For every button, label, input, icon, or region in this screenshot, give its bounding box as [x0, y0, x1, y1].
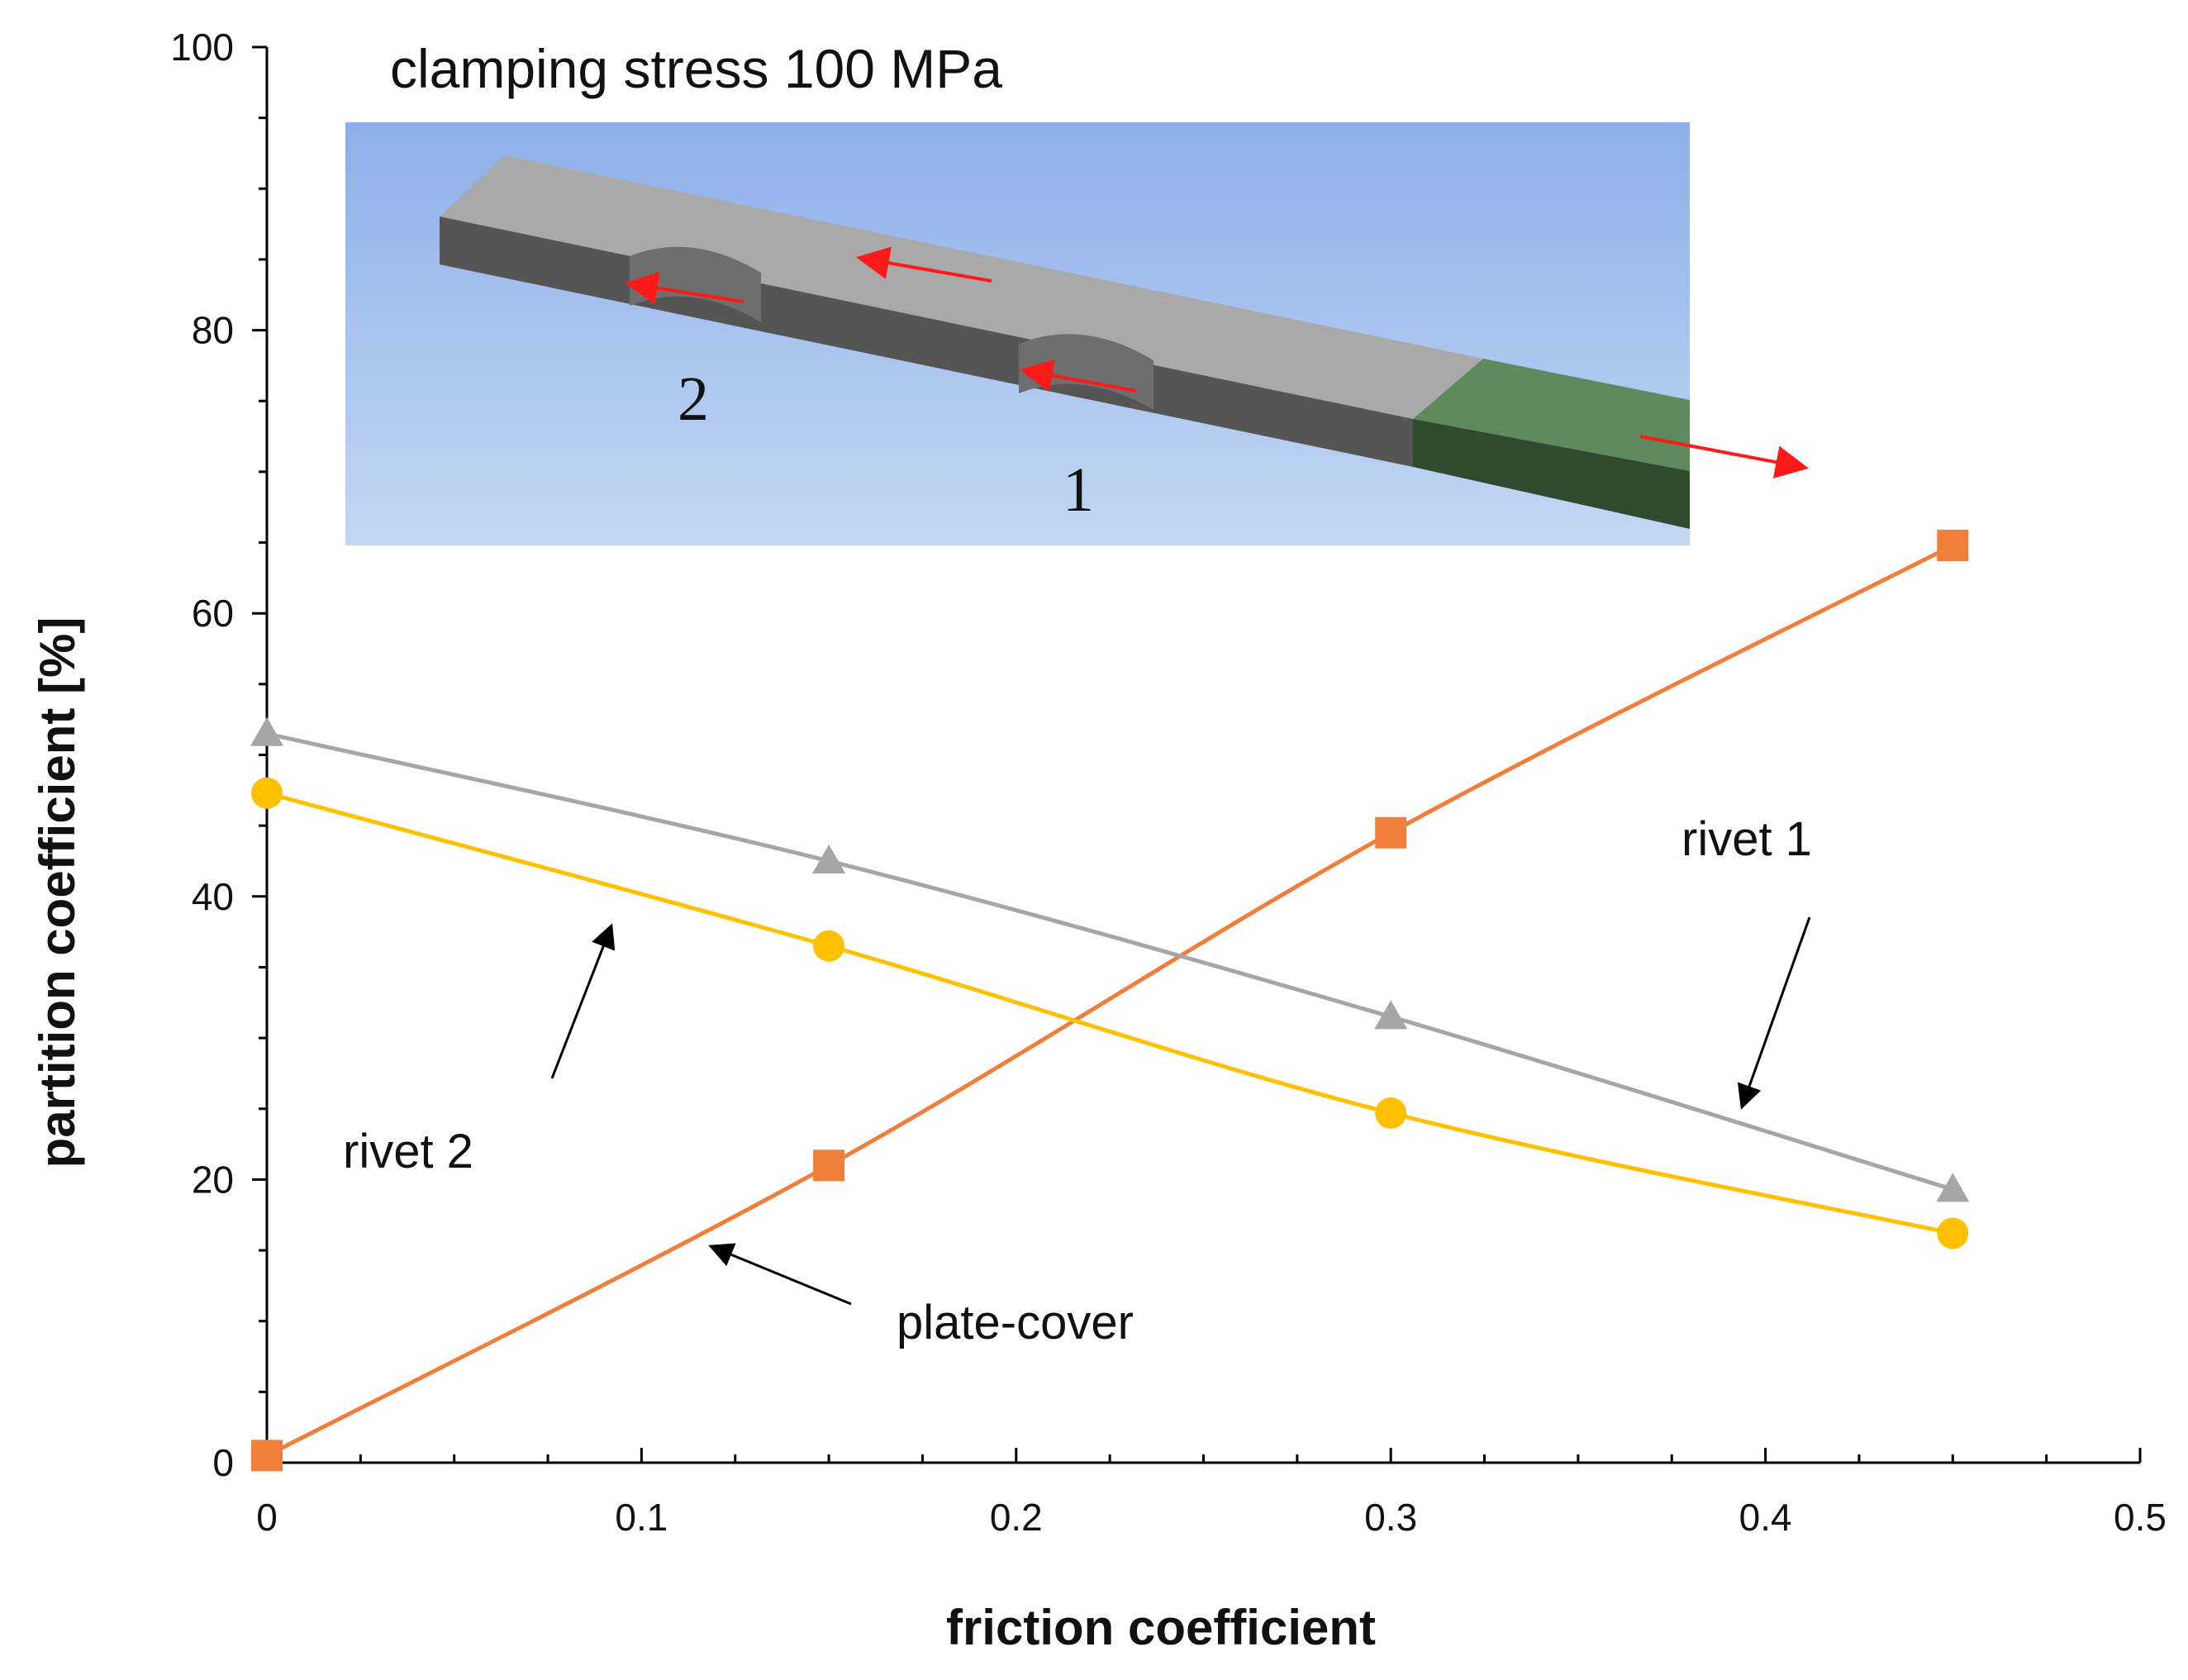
- pointer-plate-cover: [708, 1243, 852, 1306]
- marker-plate-cover: [1937, 529, 1969, 561]
- y-tick-label: 20: [192, 1158, 234, 1201]
- cover-front-face: [1413, 419, 1690, 529]
- marker-rivet-1: [1936, 1173, 1970, 1202]
- series-line-plate-cover: [265, 543, 1954, 1458]
- x-tick-label: 0.3: [1364, 1496, 1417, 1539]
- annotation-rivet-2: rivet 2: [343, 1125, 473, 1178]
- marker-rivet-1: [1374, 1000, 1408, 1030]
- cover-top-face: [1413, 359, 1690, 471]
- y-axis-title: partition coefficient [%]: [30, 617, 85, 1168]
- force-arrow-rivet-1: [1020, 359, 1137, 393]
- series-layer: [250, 529, 1970, 1472]
- inset-title: clamping stress 100 MPa: [390, 38, 1002, 99]
- marker-plate-cover: [1375, 816, 1407, 849]
- x-tick-label: 0: [256, 1496, 278, 1539]
- marker-rivet-2: [1937, 1217, 1969, 1249]
- y-tick-label: 80: [192, 309, 234, 352]
- marker-rivet-1: [812, 844, 846, 873]
- rivet-hole-1: [1019, 334, 1153, 410]
- annotation-rivet-1: rivet 1: [1681, 812, 1812, 866]
- y-tick-label: 0: [212, 1441, 234, 1484]
- series-line-rivet-2: [266, 791, 1953, 1235]
- y-tick-label: 100: [170, 26, 234, 69]
- x-tick-label: 0.1: [615, 1496, 668, 1539]
- rivet-hole-2: [630, 246, 761, 322]
- pointer-rivet-2: [550, 923, 616, 1079]
- force-arrow-rivet-2: [625, 271, 744, 305]
- tick-labels: 0 20 40 60 80 100 0 0.1 0.2 0.3 0.4 0.5: [170, 26, 2167, 1539]
- x-tick-label: 0.5: [2114, 1496, 2167, 1539]
- x-tick-label: 0.4: [1739, 1496, 1792, 1539]
- plate-top-face: [440, 155, 1483, 419]
- marker-plate-cover: [813, 1149, 845, 1182]
- y-tick-label: 40: [192, 875, 234, 918]
- force-arrow-cover: [1639, 435, 1809, 478]
- annotation-plate-cover: plate-cover: [897, 1296, 1134, 1349]
- x-axis-title: friction coefficient: [946, 1600, 1376, 1655]
- inset-illustration: clamping stress 100 MPa 2 1: [345, 38, 1809, 545]
- series-line-rivet-1: [266, 731, 1954, 1192]
- marker-rivet-2: [251, 777, 283, 809]
- marker-plate-cover: [251, 1440, 283, 1472]
- inset-label-1: 1: [1063, 455, 1094, 525]
- marker-rivet-1: [250, 716, 283, 746]
- marker-rivet-2: [1375, 1097, 1407, 1129]
- y-tick-label: 60: [192, 592, 234, 635]
- x-tick-label: 0.2: [990, 1496, 1043, 1539]
- inset-label-2: 2: [678, 364, 709, 434]
- force-arrow-plate: [856, 246, 992, 283]
- marker-rivet-2: [813, 930, 845, 962]
- pointer-rivet-1: [1737, 916, 1811, 1110]
